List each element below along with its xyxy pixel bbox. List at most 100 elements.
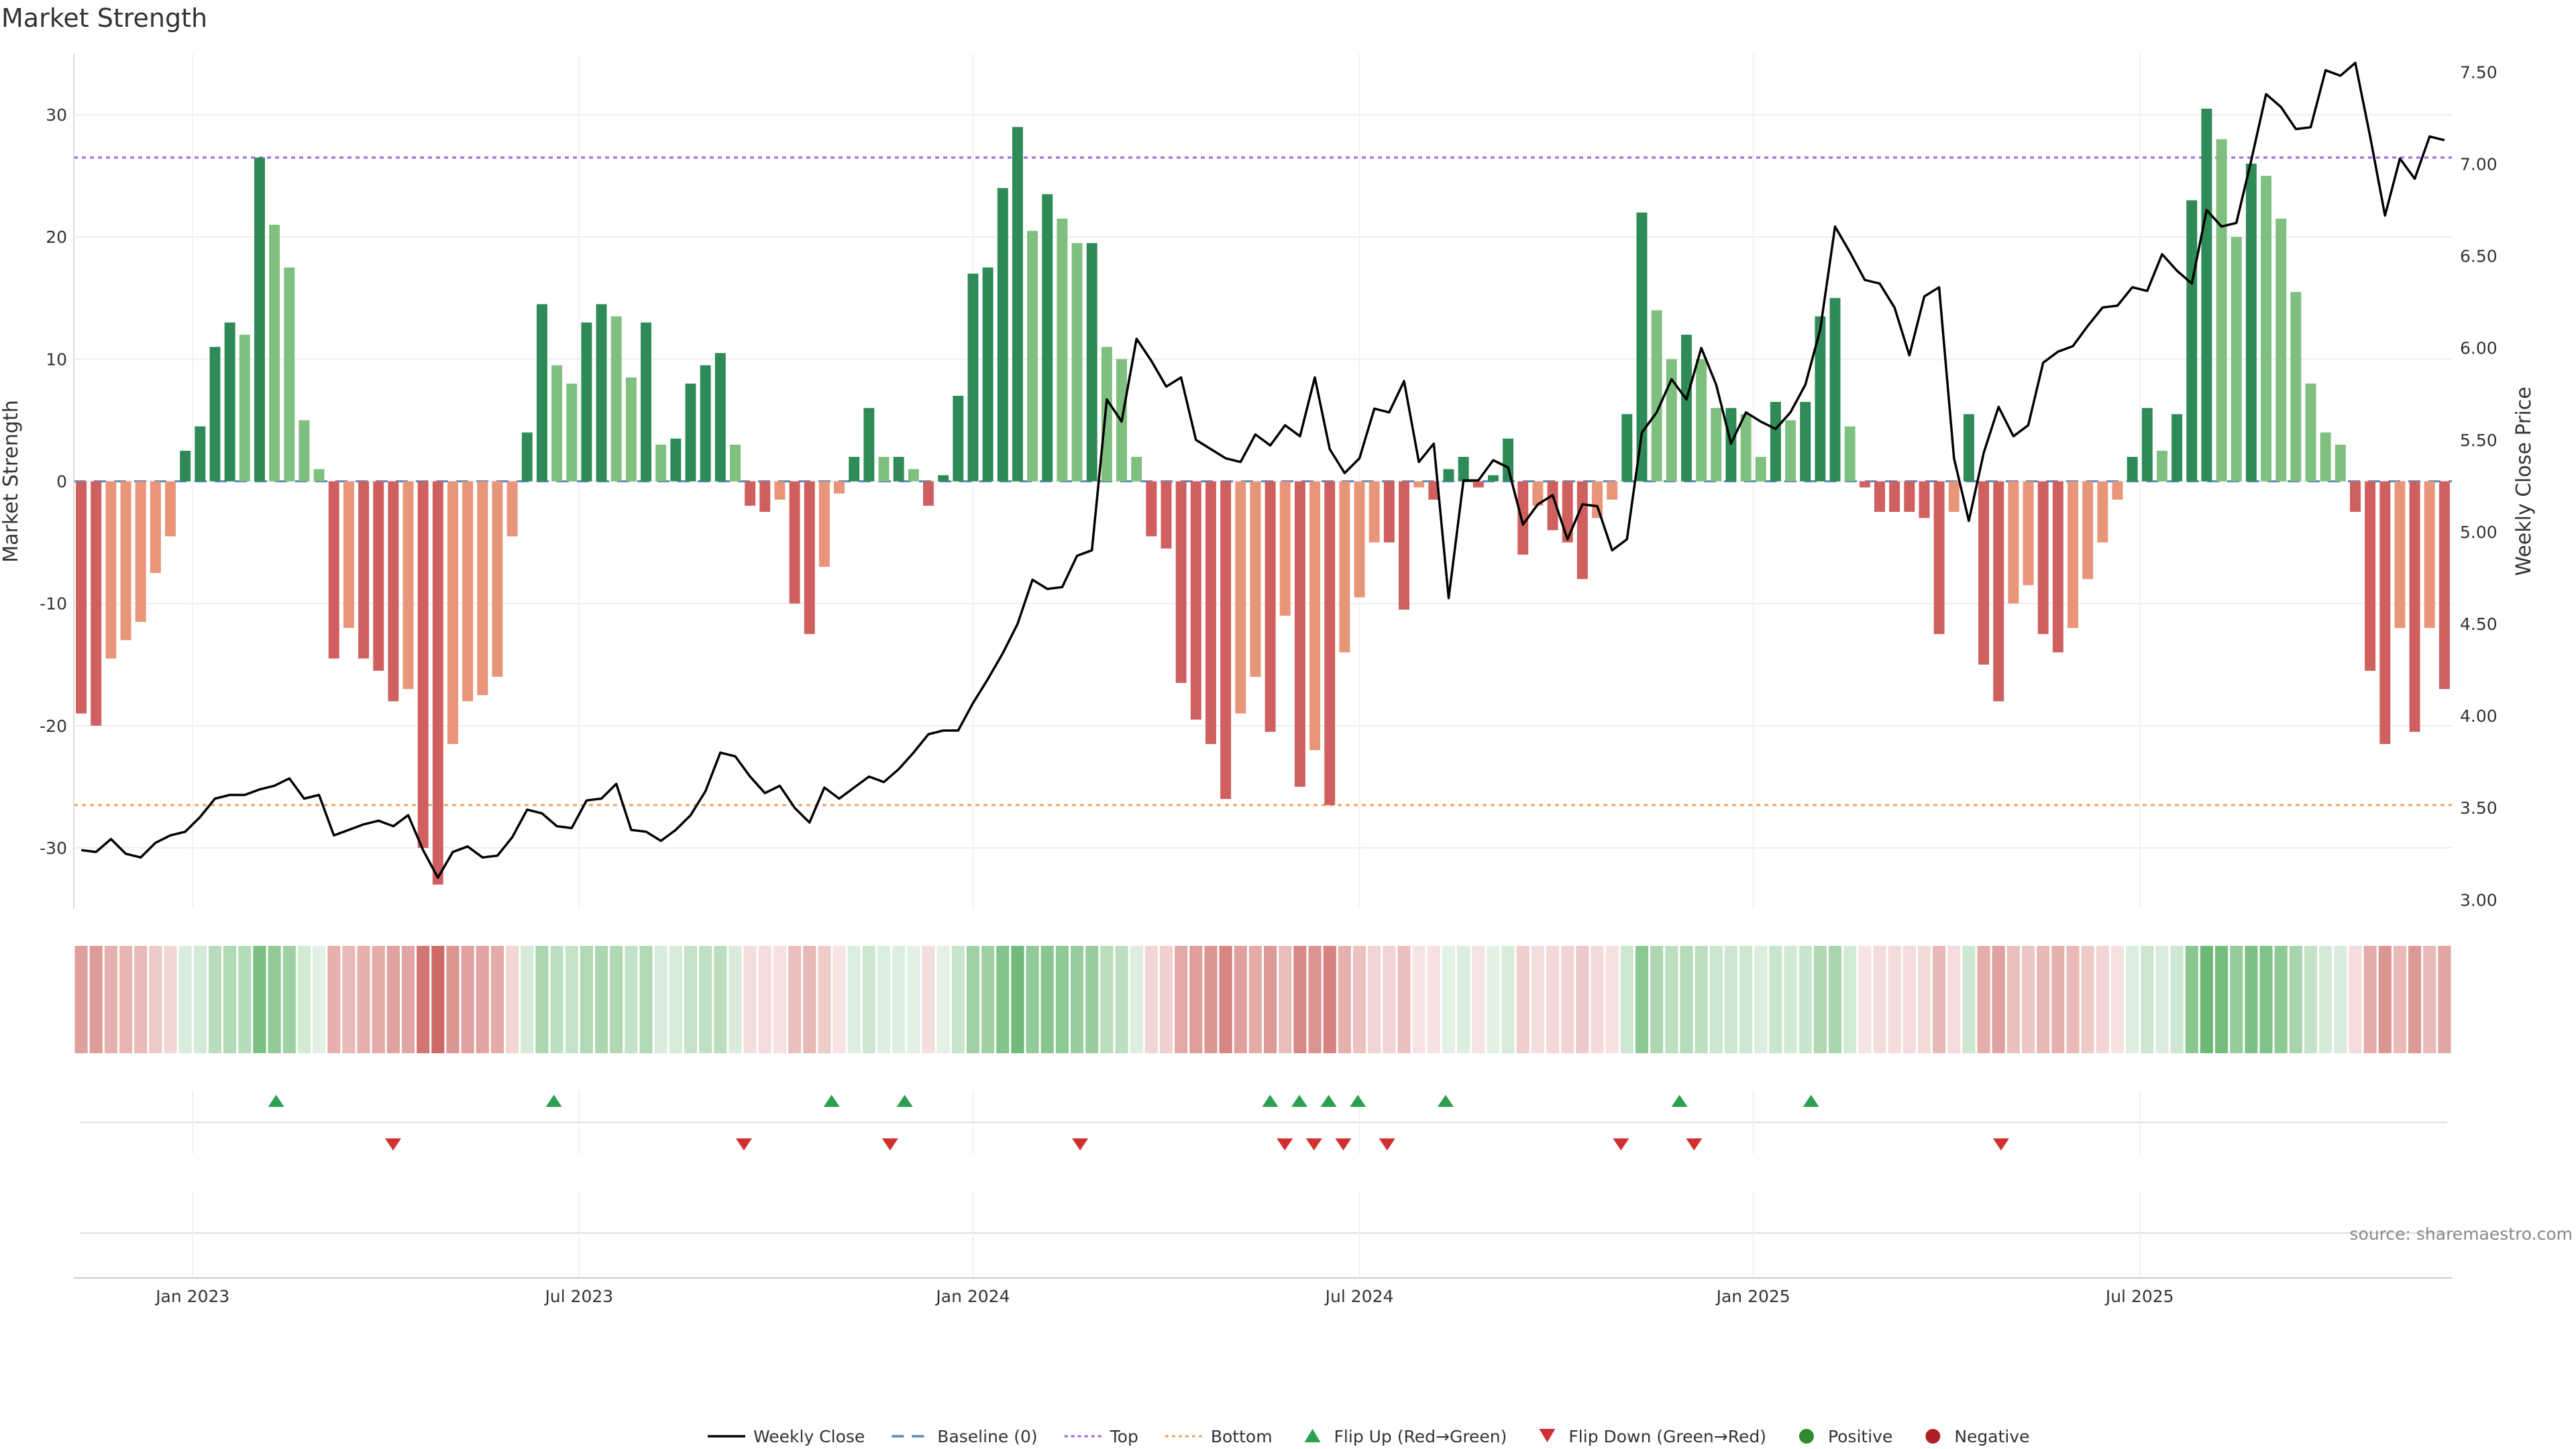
strength-bar [1309, 481, 1321, 751]
heatmap-cell [2274, 946, 2288, 1053]
heatmap-cell [1828, 946, 1842, 1053]
heatmap-cell [639, 946, 653, 1053]
heatmap-cell [1085, 946, 1099, 1053]
strength-bar [299, 420, 310, 482]
strength-bar [1354, 481, 1365, 598]
strength-bar [982, 267, 994, 482]
heatmap-cell [2126, 946, 2139, 1053]
strength-bar [1576, 481, 1588, 580]
strength-bar [2438, 481, 2450, 690]
strength-bar [1517, 481, 1529, 555]
strength-bar [2008, 481, 2019, 604]
heatmap-cell [2096, 946, 2109, 1053]
strength-bar [997, 188, 1008, 482]
legend-swatch-flip-down [1539, 1429, 1556, 1442]
strength-bar [1413, 481, 1425, 488]
heatmap-cell [996, 946, 1010, 1053]
strength-bar [447, 481, 458, 745]
heatmap-cell [417, 946, 430, 1053]
strength-bar [343, 481, 354, 629]
heatmap-cell [461, 946, 474, 1053]
strength-bar [1978, 481, 1990, 665]
strength-bar [1636, 212, 1648, 482]
heatmap-cell [149, 946, 162, 1053]
legend-swatch-negative [1925, 1429, 1941, 1444]
heatmap-cell [297, 946, 311, 1053]
chart-title: Market Strength [1, 3, 207, 33]
heatmap-cell [1605, 946, 1619, 1053]
strength-bar [1027, 231, 1038, 482]
strength-bar [774, 481, 786, 500]
heatmap-cell [535, 946, 549, 1053]
x-tick-label: Jan 2024 [934, 1287, 1010, 1306]
heatmap-cell [565, 946, 578, 1053]
strength-bar [180, 450, 191, 482]
strength-bar [1963, 414, 1974, 482]
weekly-close-line [80, 61, 2445, 879]
flip-up-marker [1671, 1095, 1688, 1107]
strength-bar [2275, 218, 2287, 482]
x-tick-label: Jul 2023 [543, 1287, 613, 1306]
heatmap-cell [1130, 946, 1143, 1053]
legend-label: Weekly Close [753, 1427, 865, 1446]
strength-bar [2023, 481, 2034, 586]
flip-down-marker [735, 1138, 752, 1150]
heatmap-cell [1175, 946, 1188, 1053]
strength-bar [1770, 402, 1781, 482]
heatmap-cell [550, 946, 564, 1053]
heatmap-cell [1784, 946, 1797, 1053]
y-tick-right: 4.50 [2460, 614, 2498, 634]
strength-bar [2231, 237, 2242, 482]
flip-down-marker [1992, 1138, 2009, 1150]
strength-bar [195, 426, 206, 482]
heatmap-cell [1665, 946, 1678, 1053]
y-tick-right: 3.50 [2460, 798, 2498, 818]
strength-bar [2112, 481, 2123, 500]
strength-bar [105, 481, 117, 659]
strength-bar [209, 347, 221, 482]
heatmap-cell [1026, 946, 1039, 1053]
strength-bar [1666, 359, 1677, 482]
heatmap-cell [1308, 946, 1322, 1053]
strength-bar [1800, 402, 1811, 482]
strength-bar [2201, 108, 2212, 482]
heatmap-cell [1635, 946, 1649, 1053]
heatmap-cell [1115, 946, 1128, 1053]
strength-bar [1250, 481, 1261, 677]
flip-down-marker [1335, 1138, 1352, 1150]
legend-item: Flip Down (Green→Red) [1539, 1427, 1766, 1446]
heatmap-cell [907, 946, 920, 1053]
strength-bar [849, 457, 860, 482]
strength-bar [1889, 481, 1900, 513]
flip-down-marker [881, 1138, 898, 1150]
heatmap-cell [966, 946, 980, 1053]
heatmap-cell [2110, 946, 2125, 1053]
strength-bar [2171, 414, 2183, 482]
heatmap-cell [625, 946, 638, 1053]
strength-bar [1324, 481, 1336, 806]
strength-bar [1057, 218, 1068, 482]
legend-item: Top [1064, 1427, 1138, 1446]
heatmap-cell [89, 946, 103, 1053]
strength-bar [402, 481, 414, 690]
y-tick-right: 5.50 [2460, 431, 2498, 450]
heatmap-cell [2304, 946, 2318, 1053]
heatmap-cell [877, 946, 891, 1053]
flip-markers [80, 1090, 2447, 1278]
y-tick-right: 4.00 [2460, 706, 2498, 726]
heatmap-cell [490, 946, 504, 1053]
y-tick-left: 0 [56, 472, 67, 492]
heatmap-cell [74, 946, 88, 1053]
strength-bar [1859, 481, 1870, 488]
heatmap-cell [1561, 946, 1574, 1053]
strength-bar [1265, 481, 1276, 732]
strength-bar [685, 383, 696, 482]
strength-bar [2245, 163, 2257, 482]
strength-bar [700, 365, 711, 482]
heatmap-cell [1159, 946, 1173, 1053]
legend-label: Flip Up (Red→Green) [1334, 1427, 1507, 1446]
heatmap-cell [833, 946, 846, 1053]
strength-bar [1503, 438, 1514, 482]
heatmap-cell [699, 946, 712, 1053]
strength-bar [938, 475, 949, 482]
